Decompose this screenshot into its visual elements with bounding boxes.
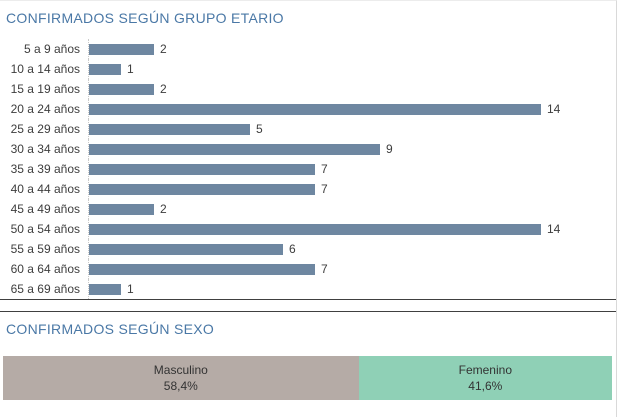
- bar-value-label: 1: [127, 62, 134, 76]
- bar-zone: 7: [88, 179, 616, 199]
- bar-zone: 2: [88, 199, 616, 219]
- bar-zone: 7: [88, 259, 616, 279]
- bar-value-label: 2: [160, 42, 167, 56]
- bar-value-label: 1: [127, 282, 134, 296]
- sex-section-title: CONFIRMADOS SEGÚN SEXO: [6, 321, 215, 337]
- bar-zone: 2: [88, 39, 616, 59]
- age-group-label: 20 a 24 años: [10, 102, 80, 116]
- bar-row: 10 a 14 años 1: [0, 59, 616, 79]
- age-group-label: 40 a 44 años: [10, 182, 80, 196]
- bar-value-label: 9: [386, 142, 393, 156]
- bar-value-label: 6: [289, 242, 296, 256]
- age-group-bar[interactable]: [89, 143, 380, 155]
- age-group-label: 50 a 54 años: [10, 222, 80, 236]
- sex-stacked-bar: Masculino 58,4% Femenino 41,6%: [3, 356, 612, 400]
- age-group-bar[interactable]: [89, 123, 250, 135]
- age-group-label: 60 a 64 años: [10, 262, 80, 276]
- bar-zone: 14: [88, 219, 616, 239]
- age-group-bar[interactable]: [89, 263, 315, 275]
- bar-zone: 5: [88, 119, 616, 139]
- bar-row: 65 a 69 años 1: [0, 279, 616, 299]
- section-age-groups: CONFIRMADOS SEGÚN GRUPO ETARIO 5 a 9 año…: [0, 1, 616, 300]
- bar-value-label: 7: [321, 262, 328, 276]
- age-section-bottom-border: [0, 299, 616, 300]
- age-group-bar-chart: 5 a 9 años 2 10 a 14 años 1 15 a 19 años 2 20 …: [0, 39, 616, 299]
- age-section-title: CONFIRMADOS SEGÚN GRUPO ETARIO: [6, 10, 284, 26]
- age-group-bar[interactable]: [89, 283, 121, 295]
- age-group-label: 35 a 39 años: [10, 162, 80, 176]
- sex-segment-name: Femenino: [458, 363, 512, 377]
- sex-segment-masculino[interactable]: Masculino 58,4%: [3, 356, 359, 400]
- bar-row: 40 a 44 años 7: [0, 179, 616, 199]
- age-group-bar[interactable]: [89, 43, 154, 55]
- age-group-label: 15 a 19 años: [10, 82, 80, 96]
- bar-row: 25 a 29 años 5: [0, 119, 616, 139]
- age-group-bar[interactable]: [89, 63, 121, 75]
- sex-segment-name: Masculino: [153, 363, 208, 377]
- age-group-label: 5 a 9 años: [23, 42, 80, 56]
- bar-zone: 1: [88, 279, 616, 299]
- bar-row: 35 a 39 años 7: [0, 159, 616, 179]
- age-group-bar[interactable]: [89, 243, 283, 255]
- age-group-label: 65 a 69 años: [10, 282, 80, 296]
- bar-zone: 14: [88, 99, 616, 119]
- bar-row: 55 a 59 años 6: [0, 239, 616, 259]
- bar-zone: 7: [88, 159, 616, 179]
- bar-row: 60 a 64 años 7: [0, 259, 616, 279]
- bar-zone: 6: [88, 239, 616, 259]
- age-group-bar[interactable]: [89, 83, 154, 95]
- bar-value-label: 14: [547, 222, 561, 236]
- age-group-bar[interactable]: [89, 103, 541, 115]
- section-sex: CONFIRMADOS SEGÚN SEXO Masculino 58,4% Fem…: [0, 311, 616, 400]
- bar-row: 50 a 54 años 14: [0, 219, 616, 239]
- bar-value-label: 2: [160, 82, 167, 96]
- bar-value-label: 7: [321, 162, 328, 176]
- bar-zone: 9: [88, 139, 616, 159]
- sex-segment-percentage: 58,4%: [163, 379, 198, 393]
- age-group-label: 55 a 59 años: [10, 242, 80, 256]
- bar-row: 5 a 9 años 2: [0, 39, 616, 59]
- bar-zone: 2: [88, 79, 616, 99]
- age-group-label: 10 a 14 años: [10, 62, 80, 76]
- age-group-label: 25 a 29 años: [10, 122, 80, 136]
- age-group-bar[interactable]: [89, 223, 541, 235]
- bar-row: 45 a 49 años 2: [0, 199, 616, 219]
- sex-segment-femenino[interactable]: Femenino 41,6%: [358, 356, 612, 400]
- bar-value-label: 14: [547, 102, 561, 116]
- age-group-bar[interactable]: [89, 163, 315, 175]
- bar-value-label: 7: [321, 182, 328, 196]
- bar-row: 20 a 24 años 14: [0, 99, 616, 119]
- age-group-label: 30 a 34 años: [10, 142, 80, 156]
- bar-row: 30 a 34 años 9: [0, 139, 616, 159]
- bar-value-label: 2: [160, 202, 167, 216]
- bar-row: 15 a 19 años 2: [0, 79, 616, 99]
- bar-value-label: 5: [256, 122, 263, 136]
- bar-zone: 1: [88, 59, 616, 79]
- age-group-bar[interactable]: [89, 183, 315, 195]
- age-group-label: 45 a 49 años: [10, 202, 80, 216]
- age-group-bar[interactable]: [89, 203, 154, 215]
- sex-segment-percentage: 41,6%: [468, 379, 503, 393]
